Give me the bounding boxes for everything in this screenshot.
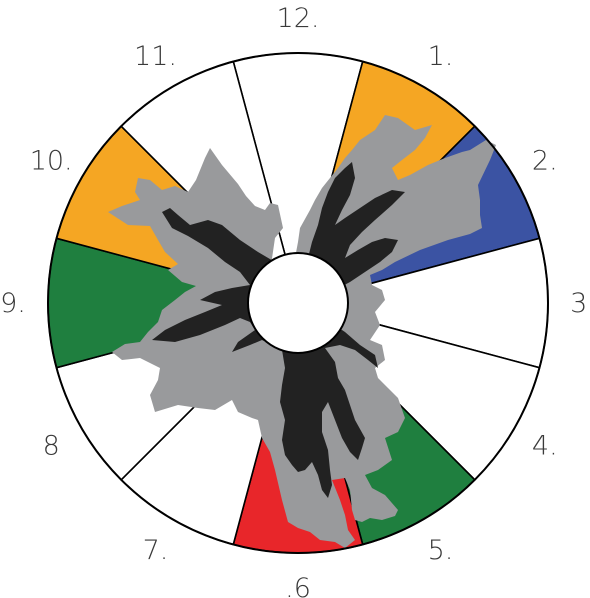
segment-label: 3.	[570, 288, 590, 319]
segment-label: .6	[285, 573, 311, 598]
segment-label: 5.	[428, 535, 454, 566]
segment-label: 9.	[0, 288, 26, 319]
segment-label: 1.	[428, 41, 454, 72]
segment-label: 10.	[30, 146, 73, 177]
segment-label: 11.	[134, 41, 177, 72]
segment-labels: 12. 1. 2. 3. 4. 5. .6 7. 8 9. 10. 11.	[0, 3, 590, 598]
segment-label: 8	[43, 431, 60, 462]
outer-ring	[47, 52, 549, 554]
segment-label: 12.	[277, 3, 320, 34]
segment-label: 7.	[143, 535, 169, 566]
center-hole	[247, 252, 349, 354]
segment-label: 4.	[532, 431, 558, 462]
segment-label: 2.	[532, 146, 558, 177]
